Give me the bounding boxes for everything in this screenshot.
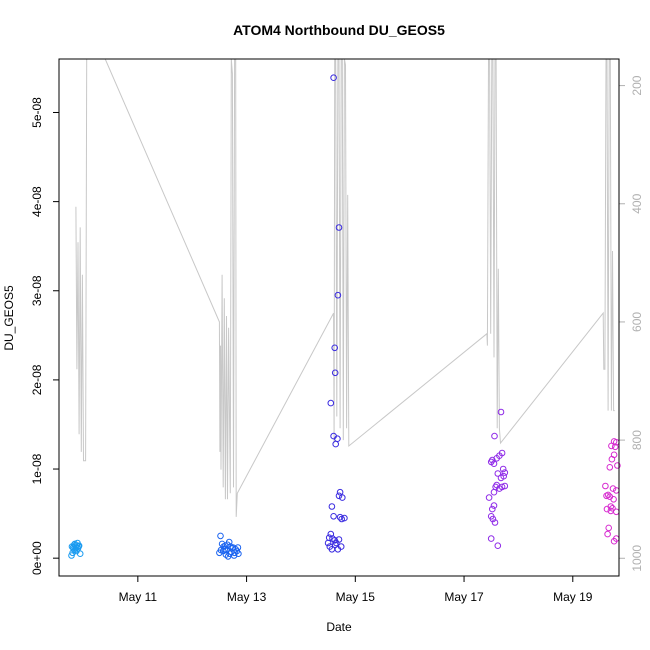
data-point bbox=[610, 496, 617, 503]
data-point bbox=[491, 519, 499, 526]
data-point bbox=[222, 542, 229, 550]
data-point bbox=[234, 544, 242, 551]
data-point bbox=[489, 505, 496, 513]
data-point bbox=[499, 465, 507, 473]
data-point bbox=[485, 494, 493, 501]
data-point bbox=[335, 492, 343, 500]
data-point bbox=[496, 452, 503, 460]
chart-title: ATOM4 Northbound DU_GEOS5 bbox=[233, 22, 445, 38]
data-point bbox=[501, 482, 509, 490]
data-point bbox=[230, 552, 238, 559]
data-point bbox=[337, 543, 345, 550]
data-point bbox=[335, 536, 343, 543]
x-tick-label: May 13 bbox=[227, 590, 267, 604]
data-point bbox=[328, 503, 336, 510]
data-point bbox=[490, 502, 498, 509]
data-point bbox=[498, 483, 506, 491]
data-point bbox=[608, 442, 615, 450]
data-point bbox=[605, 524, 613, 532]
data-point bbox=[603, 492, 610, 500]
data-point bbox=[500, 472, 508, 480]
y-tick-label: 4e-08 bbox=[30, 186, 44, 217]
data-point bbox=[489, 515, 497, 523]
data-point bbox=[614, 462, 621, 469]
pressure-line-layer bbox=[75, 58, 615, 517]
data-point bbox=[490, 488, 498, 496]
data-point bbox=[611, 443, 619, 451]
data-point bbox=[225, 538, 233, 546]
x-tick-label: May 11 bbox=[119, 590, 158, 604]
y-tick-label: 5e-08 bbox=[30, 97, 44, 128]
data-point bbox=[604, 530, 611, 538]
pressure-line bbox=[75, 58, 615, 517]
x-tick-label: May 17 bbox=[444, 590, 484, 604]
data-point bbox=[339, 494, 346, 501]
data-point bbox=[487, 535, 495, 542]
y2-tick-label: 400 bbox=[630, 193, 644, 213]
x-axis-label: Date bbox=[326, 620, 352, 634]
x-tick-label: May 15 bbox=[336, 590, 376, 604]
data-point bbox=[335, 224, 343, 231]
data-point bbox=[497, 408, 505, 416]
y2-tick-label: 600 bbox=[630, 312, 644, 332]
data-point bbox=[608, 455, 616, 463]
data-point bbox=[491, 432, 498, 440]
data-point bbox=[327, 530, 335, 538]
data-point bbox=[217, 532, 224, 540]
data-point bbox=[226, 550, 233, 558]
y2-tick-label: 800 bbox=[630, 430, 644, 450]
data-point bbox=[338, 515, 346, 523]
data-point bbox=[602, 482, 609, 490]
scatter-points-layer bbox=[68, 74, 621, 560]
data-point bbox=[71, 546, 79, 554]
y-tick-label: 3e-08 bbox=[30, 275, 44, 306]
data-point bbox=[607, 503, 615, 510]
data-point bbox=[341, 514, 348, 522]
data-point bbox=[217, 546, 225, 554]
data-point bbox=[490, 460, 498, 468]
data-point bbox=[330, 513, 337, 520]
y-axis-label: DU_GEOS5 bbox=[2, 285, 16, 351]
plot-frame bbox=[58, 58, 620, 577]
data-point bbox=[501, 469, 509, 476]
data-point bbox=[331, 344, 339, 352]
x-tick-label: May 19 bbox=[553, 590, 593, 604]
data-point bbox=[325, 534, 333, 542]
y2-tick-label: 1000 bbox=[630, 545, 644, 572]
data-point bbox=[609, 505, 616, 512]
data-point bbox=[332, 440, 340, 448]
data-point bbox=[494, 542, 502, 550]
data-point bbox=[606, 464, 614, 471]
data-point bbox=[330, 74, 337, 81]
y-tick-label: 0e+00 bbox=[30, 541, 44, 575]
data-point bbox=[613, 508, 620, 516]
y2-tick-label: 200 bbox=[630, 75, 644, 95]
data-point bbox=[336, 488, 344, 496]
data-point bbox=[494, 470, 502, 477]
data-point bbox=[613, 487, 620, 494]
y-tick-label: 2e-08 bbox=[30, 364, 44, 395]
data-point bbox=[75, 543, 82, 550]
data-point bbox=[334, 291, 342, 299]
data-point bbox=[331, 369, 339, 377]
data-point bbox=[609, 485, 617, 492]
axes-layer: May 11 May 13 May 15 May 17 May 19 0e+00 1e-08… bbox=[30, 75, 644, 604]
data-point bbox=[327, 399, 335, 407]
data-point bbox=[336, 513, 344, 521]
data-point bbox=[235, 550, 242, 558]
data-point bbox=[76, 550, 84, 558]
y-tick-label: 1e-08 bbox=[30, 453, 44, 484]
